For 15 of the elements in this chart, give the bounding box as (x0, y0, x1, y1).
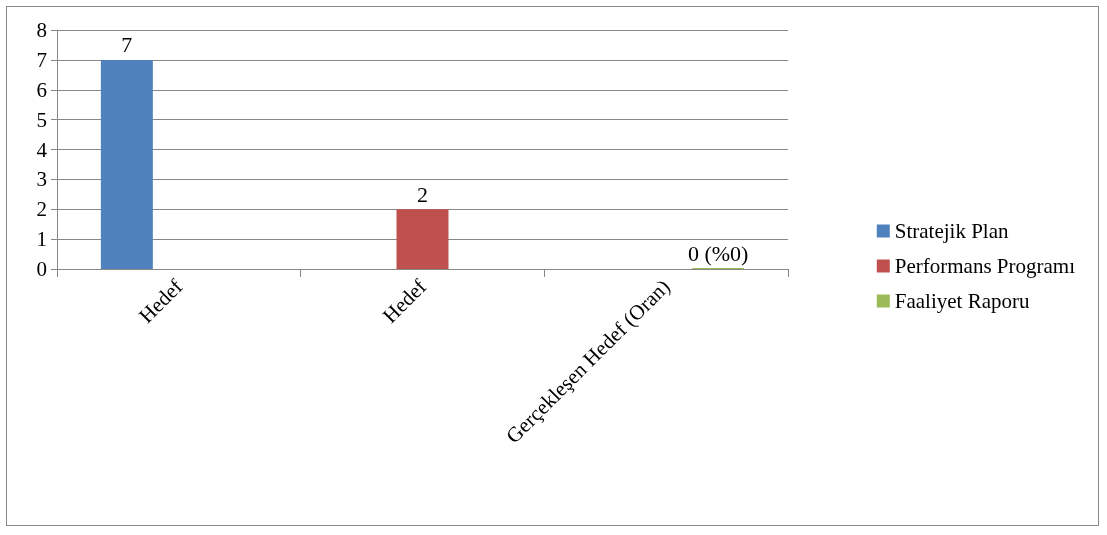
data-label: 0 (%0) (687, 240, 749, 266)
y-tick-label: 1 (36, 227, 47, 252)
y-tick-label: 6 (36, 77, 47, 102)
y-tick-label: 8 (36, 18, 47, 42)
legend-label: Stratejik Plan (894, 219, 1010, 243)
y-tick-label: 2 (36, 197, 47, 222)
legend-label: Performans Programı (894, 254, 1076, 278)
y-tick-label: 7 (36, 47, 47, 72)
data-label: 7 (121, 32, 133, 58)
legend-label: Faaliyet Raporu (894, 289, 1030, 313)
data-label: 2 (417, 181, 428, 207)
y-tick-label: 0 (36, 257, 47, 281)
y-tick-label: 3 (36, 167, 47, 192)
y-tick-label: 4 (36, 137, 48, 162)
y-tick-label: 5 (36, 107, 47, 132)
